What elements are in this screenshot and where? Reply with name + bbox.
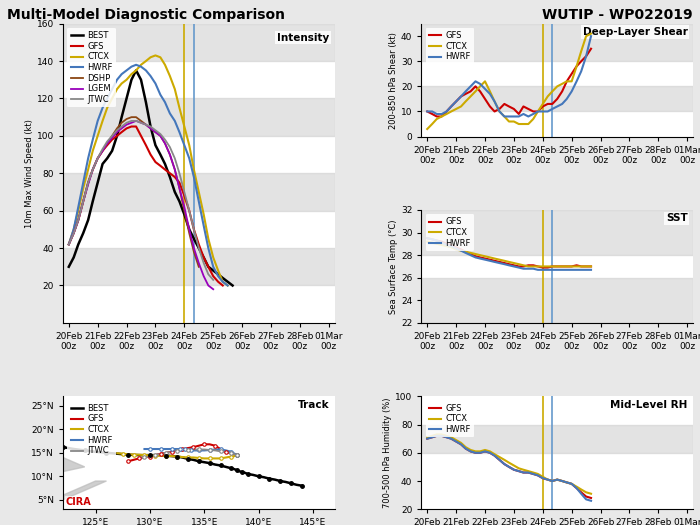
- Legend: BEST, GFS, CTCX, HWRF, DSHP, LGEM, JTWC: BEST, GFS, CTCX, HWRF, DSHP, LGEM, JTWC: [67, 28, 116, 108]
- Legend: BEST, GFS, CTCX, HWRF, JTWC: BEST, GFS, CTCX, HWRF, JTWC: [67, 401, 116, 459]
- Bar: [421, 24, 693, 61]
- Text: Mid-Level RH: Mid-Level RH: [610, 400, 687, 410]
- Text: Deep-Layer Shear: Deep-Layer Shear: [582, 27, 687, 37]
- Bar: [63, 24, 335, 61]
- Y-axis label: 10m Max Wind Speed (kt): 10m Max Wind Speed (kt): [25, 119, 34, 228]
- Bar: [63, 99, 335, 136]
- Legend: GFS, CTCX, HWRF: GFS, CTCX, HWRF: [426, 214, 475, 251]
- Bar: [421, 425, 693, 453]
- Text: SST: SST: [666, 213, 687, 223]
- Text: WUTIP - WP022019: WUTIP - WP022019: [542, 8, 693, 22]
- Text: Intensity: Intensity: [277, 33, 329, 43]
- Bar: [421, 87, 693, 111]
- Polygon shape: [52, 481, 106, 500]
- Bar: [421, 278, 693, 323]
- Bar: [63, 248, 335, 286]
- Legend: GFS, CTCX, HWRF: GFS, CTCX, HWRF: [426, 401, 475, 437]
- Bar: [63, 173, 335, 211]
- Legend: GFS, CTCX, HWRF: GFS, CTCX, HWRF: [426, 28, 475, 65]
- Text: CIRA: CIRA: [66, 497, 92, 507]
- Y-axis label: Sea Surface Temp (°C): Sea Surface Temp (°C): [389, 219, 398, 314]
- Polygon shape: [0, 439, 85, 481]
- Text: Track: Track: [298, 400, 329, 410]
- Bar: [421, 210, 693, 255]
- Y-axis label: 700-500 hPa Humidity (%): 700-500 hPa Humidity (%): [384, 397, 393, 508]
- Y-axis label: 200-850 hPa Shear (kt): 200-850 hPa Shear (kt): [389, 32, 398, 129]
- Text: Multi-Model Diagnostic Comparison: Multi-Model Diagnostic Comparison: [7, 8, 285, 22]
